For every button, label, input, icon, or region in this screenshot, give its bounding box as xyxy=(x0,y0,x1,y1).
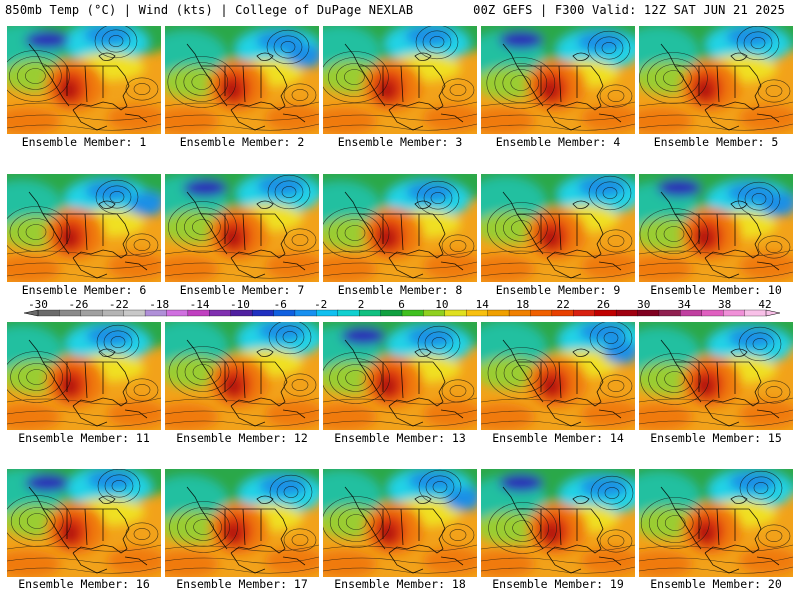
temperature-map xyxy=(323,322,477,430)
colorbar-segment xyxy=(209,309,232,317)
colorbar-segment xyxy=(530,309,553,317)
temperature-map xyxy=(323,26,477,134)
colorbar-tick-label: -10 xyxy=(230,300,250,311)
colorbar-tick-label: 30 xyxy=(637,300,650,311)
temperature-map xyxy=(7,26,161,134)
temperature-map xyxy=(165,469,319,577)
header-left-title: 850mb Temp (°C) | Wind (kts) | College o… xyxy=(5,3,414,17)
colorbar-tick-label: -22 xyxy=(109,300,129,311)
temperature-map xyxy=(323,174,477,282)
ensemble-map-panel xyxy=(481,26,635,134)
ensemble-map-panel xyxy=(639,469,793,577)
ensemble-member-label: Ensemble Member: 15 xyxy=(650,431,782,445)
colorbar-segment xyxy=(615,309,639,317)
temperature-map xyxy=(7,322,161,430)
colorbar-tick-label: 6 xyxy=(398,300,405,311)
header-right-title: 00Z GEFS | F300 Valid: 12Z SAT JUN 21 20… xyxy=(473,3,785,17)
ensemble-member-label: Ensemble Member: 12 xyxy=(176,431,308,445)
temperature-map xyxy=(323,469,477,577)
temperature-map xyxy=(481,26,635,134)
colorbar-segment xyxy=(166,309,189,317)
ensemble-map-panel xyxy=(639,174,793,282)
ensemble-map-panel xyxy=(7,322,161,430)
colorbar-tick-label: -26 xyxy=(68,300,88,311)
ensemble-member-label: Ensemble Member: 2 xyxy=(179,135,305,149)
temperature-map xyxy=(639,174,793,282)
ensemble-member-label: Ensemble Member: 19 xyxy=(492,577,624,591)
temperature-map xyxy=(165,26,319,134)
temperature-map xyxy=(481,322,635,430)
ensemble-map-panel xyxy=(639,26,793,134)
ensemble-map-panel xyxy=(7,26,161,134)
temperature-map xyxy=(7,469,161,577)
ensemble-map-panel xyxy=(7,174,161,282)
colorbar-segment xyxy=(337,309,360,317)
colorbar-tick-label: -6 xyxy=(274,300,287,311)
ensemble-member-label: Ensemble Member: 18 xyxy=(334,577,466,591)
temperature-colorbar: -30 -26 -22 -18 -14 -10 -6 -2 2 6 10 14 18 22 26 30 34 38… xyxy=(23,300,781,317)
colorbar-tick-label: 18 xyxy=(516,300,529,311)
colorbar-tick-label: 14 xyxy=(476,300,490,311)
ensemble-map-panel xyxy=(639,322,793,430)
colorbar-tick-label: -2 xyxy=(314,300,327,311)
colorbar-right-arrow xyxy=(765,309,781,317)
colorbar-left-arrow xyxy=(23,309,39,317)
ensemble-map-panel xyxy=(323,26,477,134)
colorbar-segment xyxy=(487,309,510,317)
ensemble-member-label: Ensemble Member: 3 xyxy=(337,135,463,149)
ensemble-map-panel xyxy=(165,322,319,430)
colorbar-tick-label: 38 xyxy=(718,300,731,311)
temperature-map xyxy=(481,469,635,577)
ensemble-map-panel xyxy=(165,26,319,134)
ensemble-map-panel xyxy=(7,469,161,577)
colorbar-tick-label: -14 xyxy=(190,300,210,311)
colorbar-tick-label: 10 xyxy=(435,300,448,311)
colorbar-tick-label: -18 xyxy=(149,300,169,311)
ensemble-member-label: Ensemble Member: 5 xyxy=(653,135,779,149)
colorbar-segment xyxy=(401,309,424,317)
ensemble-member-label: Ensemble Member: 11 xyxy=(18,431,150,445)
ensemble-member-label: Ensemble Member: 4 xyxy=(495,135,621,149)
ensemble-map-panel xyxy=(481,322,635,430)
ensemble-member-label: Ensemble Member: 20 xyxy=(650,577,782,591)
ensemble-map-panel xyxy=(323,322,477,430)
ensemble-member-label: Ensemble Member: 9 xyxy=(495,283,621,297)
colorbar-tick-label: 2 xyxy=(358,300,365,311)
temperature-map xyxy=(481,174,635,282)
ensemble-map-panel xyxy=(323,174,477,282)
colorbar-segment xyxy=(251,309,275,317)
temperature-map xyxy=(639,469,793,577)
temperature-map xyxy=(639,322,793,430)
colorbar-tick-label: 22 xyxy=(556,300,569,311)
colorbar-tick-label: 34 xyxy=(678,300,692,311)
temperature-map xyxy=(165,174,319,282)
ensemble-member-label: Ensemble Member: 8 xyxy=(337,283,463,297)
colorbar-tick-label: 42 xyxy=(758,300,771,311)
ensemble-member-label: Ensemble Member: 6 xyxy=(21,283,147,297)
colorbar-segment xyxy=(573,309,596,317)
colorbar-tick-label: 26 xyxy=(597,300,610,311)
ensemble-map-panel xyxy=(165,469,319,577)
ensemble-map-panel xyxy=(165,174,319,282)
ensemble-map-panel xyxy=(481,174,635,282)
ensemble-member-label: Ensemble Member: 10 xyxy=(650,283,782,297)
ensemble-member-label: Ensemble Member: 16 xyxy=(18,577,150,591)
ensemble-member-label: Ensemble Member: 14 xyxy=(492,431,624,445)
temperature-map xyxy=(639,26,793,134)
temperature-map xyxy=(165,322,319,430)
ensemble-member-label: Ensemble Member: 1 xyxy=(21,135,147,149)
ensemble-map-panel xyxy=(323,469,477,577)
ensemble-member-label: Ensemble Member: 7 xyxy=(179,283,305,297)
colorbar-tick-label: -30 xyxy=(28,300,48,311)
ensemble-member-label: Ensemble Member: 13 xyxy=(334,431,466,445)
ensemble-member-label: Ensemble Member: 17 xyxy=(176,577,308,591)
temperature-map xyxy=(7,174,161,282)
ensemble-map-panel xyxy=(481,469,635,577)
